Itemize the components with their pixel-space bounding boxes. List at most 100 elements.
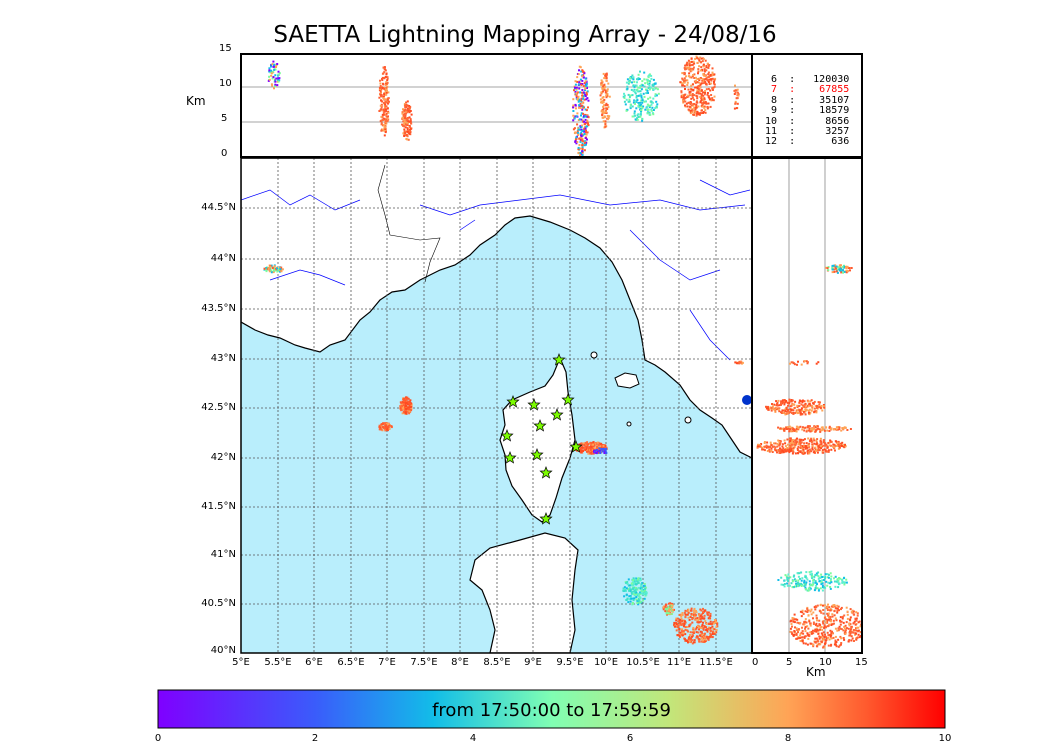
lightning-source [410, 407, 413, 410]
lightning-source [768, 448, 771, 451]
lightning-source [264, 268, 267, 271]
lightning-source [402, 116, 405, 119]
lightning-source [800, 582, 803, 585]
lightning-source [827, 573, 830, 576]
lightning-source [812, 451, 815, 454]
lightning-source [778, 444, 781, 447]
station-star-icon [561, 393, 575, 406]
lightning-source [399, 405, 402, 408]
lightning-source [836, 268, 839, 271]
lightning-source [810, 632, 813, 635]
lightning-source [854, 618, 857, 621]
lightning-source [586, 115, 589, 118]
lightning-source [759, 445, 762, 448]
lightning-source [632, 593, 635, 596]
lightning-source [574, 80, 577, 83]
lightning-source [665, 610, 668, 613]
lightning-source [804, 583, 807, 586]
lightning-source [604, 74, 607, 77]
lightning-source [734, 84, 736, 87]
lightning-source [796, 412, 799, 415]
lightning-source [829, 578, 832, 581]
lightning-source [688, 61, 691, 64]
lightning-source [580, 444, 583, 447]
lightning-source [698, 79, 701, 81]
lightning-source [780, 427, 783, 430]
lightning-source [692, 641, 695, 644]
lightning-source [572, 128, 575, 131]
lightning-source [786, 443, 789, 446]
lightning-source [776, 407, 779, 410]
lightning-source [404, 121, 407, 124]
lightning-source [695, 103, 698, 106]
lightning-source [384, 108, 387, 111]
lightning-source [841, 581, 844, 584]
lightning-source [652, 109, 655, 111]
lat-tick-label: 40.5°N [201, 598, 236, 609]
lightning-source [689, 67, 692, 70]
lightning-source [785, 447, 787, 450]
lightning-source [581, 146, 584, 149]
lightning-source [386, 89, 388, 92]
lightning-source [645, 100, 647, 103]
lightning-source [819, 628, 821, 631]
lightning-source [735, 97, 738, 100]
lightning-source [640, 588, 643, 591]
lightning-source [602, 105, 605, 108]
lightning-source [379, 104, 382, 107]
lightning-source [580, 128, 583, 131]
lightning-source [632, 90, 635, 93]
lightning-source [817, 589, 820, 592]
lightning-source [817, 449, 820, 452]
lightning-source [713, 73, 716, 76]
lightning-source [681, 612, 684, 614]
lightning-source [703, 106, 706, 109]
lightning-source [830, 622, 833, 625]
lightning-source [678, 631, 681, 634]
lightning-source [781, 399, 784, 402]
lightning-source [819, 603, 822, 606]
lightning-source [827, 450, 830, 453]
lightning-source [405, 397, 408, 400]
lightning-source [708, 75, 711, 78]
lightning-source [378, 426, 381, 428]
lightning-source [278, 79, 281, 82]
lightning-source [402, 108, 404, 111]
lightning-source [575, 95, 578, 98]
lightning-source [582, 92, 585, 95]
lightning-source [801, 445, 804, 448]
lightning-source [801, 640, 804, 643]
lightning-source [701, 79, 704, 82]
lightning-source [405, 123, 408, 126]
lightning-source [786, 428, 788, 430]
lightning-source [695, 631, 698, 634]
lightning-source [699, 608, 702, 611]
lightning-source [380, 105, 383, 108]
lightning-source [694, 57, 697, 60]
lightning-source [791, 617, 794, 619]
lightning-source [578, 105, 581, 108]
lightning-source [595, 442, 598, 445]
lightning-source [829, 617, 832, 619]
lightning-source [855, 637, 858, 640]
lightning-source [690, 84, 693, 87]
lightning-source [783, 429, 786, 432]
lightning-source [708, 636, 711, 639]
lightning-source [833, 605, 836, 608]
lightning-source [822, 404, 825, 406]
lightning-source [857, 621, 860, 624]
lightning-source [385, 115, 388, 118]
lightning-source [277, 268, 280, 271]
lightning-source [600, 79, 603, 82]
lightning-source [589, 442, 592, 445]
lightning-source [803, 442, 806, 445]
lightning-source [835, 270, 838, 273]
lightning-source [384, 118, 387, 121]
lightning-source [584, 127, 587, 130]
station-star-icon [527, 398, 541, 411]
lightning-source [687, 608, 690, 611]
lightning-source [575, 137, 578, 140]
colorbar-tick-label: 0 [154, 733, 162, 744]
lightning-source [713, 83, 716, 86]
lightning-source [813, 442, 816, 445]
